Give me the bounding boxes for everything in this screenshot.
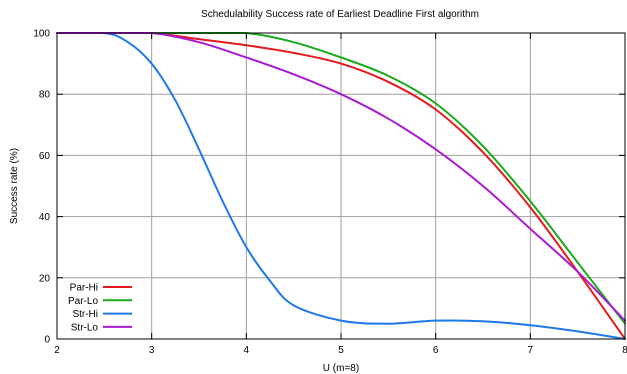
y-axis-label: Success rate (%)	[9, 148, 20, 224]
grid	[57, 33, 625, 339]
y-tick-label: 60	[39, 151, 51, 162]
legend: Par-Hi Par-Lo Str-Hi Str-Lo	[68, 283, 132, 333]
y-tick-label: 0	[44, 335, 50, 346]
legend-label: Str-Lo	[71, 322, 99, 333]
chart-title: Schedulability Success rate of Earliest …	[201, 9, 479, 20]
x-tick-label: 7	[528, 345, 534, 356]
series-line-str-hi	[56, 32, 626, 340]
x-tick-label: 4	[244, 345, 250, 356]
x-tick-label: 2	[54, 345, 60, 356]
y-tick-label: 40	[39, 212, 51, 223]
x-tick-label: 6	[433, 345, 439, 356]
y-tick-label: 80	[39, 90, 51, 101]
y-tick-label: 20	[39, 273, 51, 284]
legend-label: Str-Hi	[72, 309, 98, 320]
x-axis-label: U (m=8)	[323, 363, 359, 374]
legend-label: Par-Hi	[70, 283, 98, 294]
y-tick-label: 100	[33, 29, 50, 40]
legend-label: Par-Lo	[68, 296, 98, 307]
x-tick-label: 3	[149, 345, 155, 356]
x-tick-label: 5	[338, 345, 344, 356]
x-tick-label: 8	[622, 345, 627, 356]
